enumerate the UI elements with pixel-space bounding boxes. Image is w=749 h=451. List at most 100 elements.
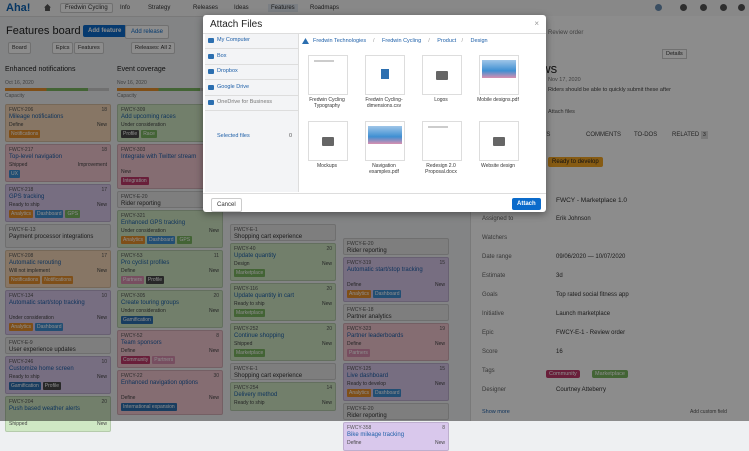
detail-tab[interactable]: COMMENTS	[586, 132, 621, 138]
card-title[interactable]: Continue shopping	[234, 333, 285, 339]
add-custom-field[interactable]: Add custom field	[690, 409, 727, 415]
file-thumbnail[interactable]	[365, 55, 405, 95]
field-value[interactable]: 16	[556, 349, 563, 355]
feature-card[interactable]: FWCY-E-18 Partner analytics	[343, 304, 449, 321]
file-thumbnail[interactable]	[308, 121, 348, 161]
feature-card[interactable]: FWCY-125 15 Live dashboard Ready to develop…	[343, 363, 449, 401]
detail-tag[interactable]: Marketplace	[592, 370, 628, 378]
field-value[interactable]: Courtney Atteberry	[556, 387, 607, 393]
attach-button[interactable]: Attach	[512, 198, 541, 210]
field-value[interactable]: FWCY-E-1 - Review order	[556, 330, 626, 336]
feature-card[interactable]: FWCY-305 20 Create touring groups Under con…	[117, 290, 223, 328]
nav-tab[interactable]: Strategy	[148, 5, 171, 11]
feature-card[interactable]: FWCY-319 15 Automatic start/stop tracking D…	[343, 257, 449, 302]
feature-card[interactable]: FWCY-206 18 Mileage notifications Define New…	[5, 104, 111, 142]
field-value[interactable]: 3d	[556, 273, 563, 279]
release-value[interactable]: FWCY - Marketplace 1.0	[556, 197, 628, 204]
breadcrumb-item[interactable]: Product	[437, 38, 457, 44]
feature-card[interactable]: FWCY-321 Enhanced GPS tracking Under consi…	[117, 210, 223, 248]
card-title[interactable]: Integrate with Twitter stream	[121, 154, 197, 160]
feature-card[interactable]: FWCY-E-1 Shopping cart experience	[230, 224, 336, 241]
card-title[interactable]: Pro cyclist profiles	[121, 260, 170, 266]
card-title[interactable]: Live dashboard	[347, 373, 389, 379]
feature-card[interactable]: FWCY-E-13 Payment processor integrations	[5, 224, 111, 248]
card-title[interactable]: Mileage notifications	[9, 114, 64, 120]
board-filter[interactable]: Releases: All 2	[131, 42, 176, 54]
source-item[interactable]: My Computer	[217, 37, 251, 43]
feature-card[interactable]: FWCY-217 18 Top-level navigation Shipped Imp…	[5, 144, 111, 182]
feature-card[interactable]: FWCY-E-20 Rider reporting	[117, 191, 223, 208]
file-name[interactable]: Mockups	[316, 163, 337, 169]
feature-card[interactable]: FWCY-358 8 Bike mileage tracking Define New	[343, 422, 449, 451]
feature-card[interactable]: FWCY-40 20 Update quantity Design New Marketp…	[230, 243, 336, 281]
card-title[interactable]: GPS tracking	[9, 194, 45, 200]
feature-card[interactable]: FWCY-218 17 GPS tracking Ready to ship New An…	[5, 184, 111, 222]
file-thumbnail[interactable]	[422, 121, 462, 161]
card-title[interactable]: Enhanced GPS tracking	[121, 220, 186, 226]
feature-card[interactable]: FWCY-53 11 Pro cyclist profiles Define New Pa…	[117, 250, 223, 288]
card-title[interactable]: Shopping cart experience	[234, 373, 303, 379]
card-title[interactable]: Shopping cart experience	[234, 234, 303, 240]
field-value[interactable]: Top rated social fitness app	[556, 292, 629, 298]
board-filter[interactable]: Board	[8, 42, 31, 54]
source-item[interactable]: Box	[217, 52, 227, 59]
card-title[interactable]: Automatic start/stop tracking	[9, 300, 85, 306]
file-name[interactable]: Fredwin Cycling Typography	[309, 97, 345, 109]
nav-icon[interactable]	[720, 4, 727, 11]
board-filter[interactable]: Epics	[52, 42, 74, 54]
card-title[interactable]: Automatic rerouting	[9, 260, 62, 266]
feature-card[interactable]: FWCY-134 10 Automatic start/stop tracking U…	[5, 290, 111, 335]
selected-files[interactable]: Selected files	[217, 133, 250, 139]
card-title[interactable]: Partner leaderboards	[347, 333, 404, 339]
file-thumbnail[interactable]	[422, 55, 462, 95]
feature-card[interactable]: FWCY-254 14 Delivery method Ready to ship Ne…	[230, 382, 336, 411]
field-value[interactable]: 09/06/2020 — 10/07/2020	[556, 254, 626, 260]
file-thumbnail[interactable]	[365, 121, 405, 161]
card-title[interactable]: Bike mileage tracking	[347, 432, 405, 438]
file-name[interactable]: Website design	[480, 163, 516, 169]
details-button[interactable]: Details	[662, 49, 687, 59]
nav-icon[interactable]	[680, 4, 687, 11]
nav-icon[interactable]	[700, 4, 707, 11]
feature-card[interactable]: FWCY-E-1 Shopping cart experience	[230, 363, 336, 380]
feature-card[interactable]: FWCY-E-20 Rider reporting	[343, 403, 449, 420]
detail-breadcrumb[interactable]: Review order	[548, 30, 584, 36]
breadcrumb-item[interactable]: Fredwin Technologies	[313, 38, 367, 44]
detail-tab[interactable]: TO-DOS	[634, 132, 658, 138]
feature-card[interactable]: FWCY-246 10 Customize home screen Ready to …	[5, 356, 111, 394]
card-title[interactable]: Update quantity in cart	[234, 293, 295, 299]
card-title[interactable]: Create touring groups	[121, 300, 180, 306]
card-title[interactable]: Partner analytics	[347, 314, 392, 320]
card-title[interactable]: Team sponsors	[121, 340, 162, 346]
nav-icon[interactable]	[655, 4, 662, 11]
source-item[interactable]: Dropbox	[217, 68, 238, 74]
file-name[interactable]: Logos	[434, 97, 448, 103]
breadcrumb-item[interactable]: Fredwin Cycling	[382, 38, 422, 44]
nav-tab[interactable]: Releases	[193, 5, 219, 11]
card-title[interactable]: Update quantity	[234, 253, 277, 259]
card-title[interactable]: Customize home screen	[9, 366, 74, 372]
close-button[interactable]: ×	[534, 19, 539, 28]
card-title[interactable]: Automatic start/stop tracking	[347, 267, 423, 273]
show-more[interactable]: Show more	[482, 409, 510, 415]
field-value[interactable]: Erik Johnson	[556, 216, 591, 222]
file-name[interactable]: Navigation examples.pdf	[369, 163, 399, 175]
feature-card[interactable]: FWCY-252 20 Continue shopping Shipped New Mar…	[230, 323, 336, 361]
feature-card[interactable]: FWCY-52 8 Team sponsors Define New Community P…	[117, 330, 223, 368]
add-feature-button[interactable]: Add feature	[83, 25, 127, 37]
home-icon[interactable]	[44, 4, 51, 11]
source-item[interactable]: Google Drive	[217, 83, 250, 90]
status-pill[interactable]: Ready to develop	[548, 157, 603, 167]
card-title[interactable]: Rider reporting	[121, 201, 161, 207]
add-release-button[interactable]: Add release	[125, 25, 170, 39]
card-title[interactable]: Top-level navigation	[9, 154, 63, 160]
feature-card[interactable]: FWCY-208 17 Automatic rerouting Will not im…	[5, 250, 111, 288]
nav-icon[interactable]	[738, 4, 745, 11]
nav-tab[interactable]: Info	[120, 5, 131, 11]
cancel-button[interactable]: Cancel	[211, 198, 242, 212]
source-item[interactable]: OneDrive for Business	[217, 99, 273, 105]
field-value[interactable]: Launch marketplace	[556, 311, 611, 317]
board-filter[interactable]: Features	[74, 42, 104, 54]
breadcrumb-item[interactable]: Design	[470, 38, 488, 44]
card-title[interactable]: Rider reporting	[347, 248, 387, 254]
